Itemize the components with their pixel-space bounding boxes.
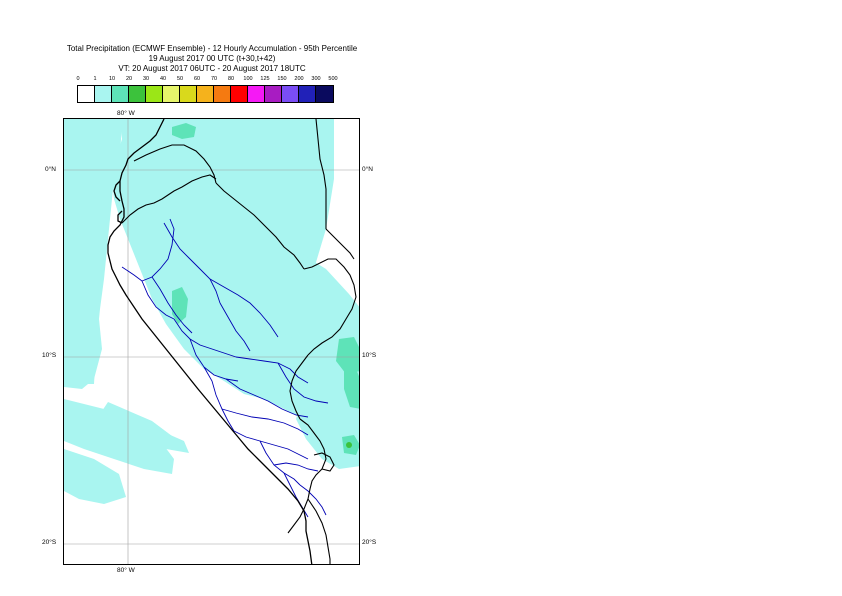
- admin-border-south-4: [273, 462, 319, 472]
- admin-border-north-1: [121, 218, 175, 282]
- gridlines: [64, 119, 359, 564]
- legend-swatch-2: [112, 86, 129, 102]
- border-peru-chile: [287, 508, 305, 534]
- legend-swatch-13: [299, 86, 316, 102]
- coastline: [107, 119, 313, 564]
- legend-swatch-1: [95, 86, 112, 102]
- legend-tick-10: 100: [243, 76, 253, 82]
- admin-border-center-1: [173, 318, 237, 358]
- legend-swatch-8: [214, 86, 231, 102]
- legend-swatch-7: [197, 86, 214, 102]
- coastline-island: [117, 210, 123, 224]
- legend-tick-15: 500: [328, 76, 338, 82]
- admin-border-center-4: [225, 378, 309, 418]
- precip-area-pacific-sw: [64, 399, 174, 474]
- legend-tick-0: 0: [76, 76, 80, 82]
- precip-heavy-areas: [346, 442, 352, 448]
- lat-label-left-20s: 20°S: [42, 539, 57, 546]
- admin-borders: [121, 218, 329, 518]
- legend-swatch-5: [163, 86, 180, 102]
- admin-border-south-1: [221, 408, 309, 436]
- country-borders: [121, 119, 357, 564]
- admin-border-north-3: [151, 276, 193, 334]
- legend-tick-11: 125: [260, 76, 270, 82]
- legend-tick-1: 1: [93, 76, 97, 82]
- legend-swatch-12: [282, 86, 299, 102]
- precip-area-heavy-1: [346, 442, 352, 448]
- legend-swatch-6: [180, 86, 197, 102]
- legend-swatch-9: [231, 86, 248, 102]
- admin-border-south-3: [259, 440, 301, 486]
- coastline-gulf-guayaquil: [113, 180, 121, 202]
- legend-tick-4: 30: [142, 76, 150, 82]
- admin-border-center-2: [189, 338, 239, 382]
- lon-label-bottom: 80° W: [117, 567, 135, 574]
- lat-label-right-0: 0°N: [362, 166, 373, 173]
- border-peru-brazil-south: [289, 354, 309, 420]
- legend-tick-6: 50: [176, 76, 184, 82]
- legend-swatch-4: [146, 86, 163, 102]
- precip-light-areas: [64, 119, 359, 504]
- border-colombia-venezuela: [315, 119, 327, 229]
- map-title: Total Precipitation (ECMWF Ensemble) - 1…: [66, 44, 358, 53]
- lat-label-left-0: 0°N: [45, 166, 56, 173]
- border-peru-bolivia: [299, 418, 327, 510]
- legend-tick-9: 80: [227, 76, 235, 82]
- base-time-label: 19 August 2017 00 UTC (t+30,t+42): [148, 54, 276, 63]
- border-peru-colombia: [215, 182, 305, 270]
- legend-tick-5: 40: [159, 76, 167, 82]
- legend-swatch-3: [129, 86, 146, 102]
- legend-tick-14: 300: [311, 76, 321, 82]
- legend-color-bar: [77, 85, 334, 103]
- valid-time-label: VT: 20 August 2017 06UTC - 20 August 201…: [118, 64, 306, 73]
- legend-swatch-10: [248, 86, 265, 102]
- border-bolivia-lake: [313, 452, 335, 472]
- precip-area-medium-east-1: [336, 337, 359, 374]
- admin-border-ucayali: [219, 302, 251, 352]
- admin-border-center-3: [203, 366, 235, 432]
- precip-area-medium-east-2: [344, 369, 359, 409]
- map-title-block: Total Precipitation (ECMWF Ensemble) - 1…: [0, 44, 424, 74]
- precip-medium-areas: [172, 123, 359, 455]
- border-brazil-venezuela: [325, 228, 355, 260]
- legend-tick-2: 10: [108, 76, 116, 82]
- legend-tick-8: 70: [210, 76, 218, 82]
- map-canvas: [64, 119, 359, 564]
- admin-border-south-2: [233, 430, 309, 460]
- border-colombia-ecuador: [133, 144, 217, 184]
- precip-area-andes-south: [296, 399, 359, 469]
- legend-swatch-0: [78, 86, 95, 102]
- admin-border-loreto: [209, 278, 279, 338]
- legend-tick-labels: 0 1 10 20 30 40 50 60 70 80 100 125 150 200 300 500: [76, 76, 347, 85]
- precip-area-pacific-streak-2: [132, 419, 189, 453]
- precip-area-medium-north: [172, 123, 196, 139]
- legend-swatch-11: [265, 86, 282, 102]
- precip-area-land-main: [64, 119, 359, 459]
- precip-area-pacific-north-coast: [64, 299, 102, 389]
- lat-label-right-20s: 20°S: [362, 539, 377, 546]
- border-peru-brazil: [303, 258, 357, 356]
- legend-tick-13: 200: [294, 76, 304, 82]
- map-panel: [63, 118, 360, 565]
- admin-border-amazon: [163, 222, 221, 304]
- coastline-pacific: [107, 119, 313, 564]
- legend-tick-3: 20: [125, 76, 133, 82]
- admin-border-east-2: [277, 362, 329, 404]
- lon-label-top: 80° W: [117, 110, 135, 117]
- legend-tick-12: 150: [277, 76, 287, 82]
- precip-area-pacific-south: [64, 449, 126, 504]
- border-ecuador-peru: [121, 174, 217, 224]
- legend-swatch-14: [316, 86, 333, 102]
- border-bolivia-chile: [307, 498, 331, 564]
- precip-area-amazon-east: [254, 249, 359, 379]
- admin-border-puno: [299, 484, 327, 516]
- precipitation-legend: 0 1 10 20 30 40 50 60 70 80 100 125 150 200 300 500: [76, 76, 347, 103]
- lat-label-right-10s: 10°S: [362, 352, 377, 359]
- admin-border-north-2: [141, 280, 175, 320]
- lat-label-left-10s: 10°S: [42, 352, 57, 359]
- legend-tick-7: 60: [193, 76, 201, 82]
